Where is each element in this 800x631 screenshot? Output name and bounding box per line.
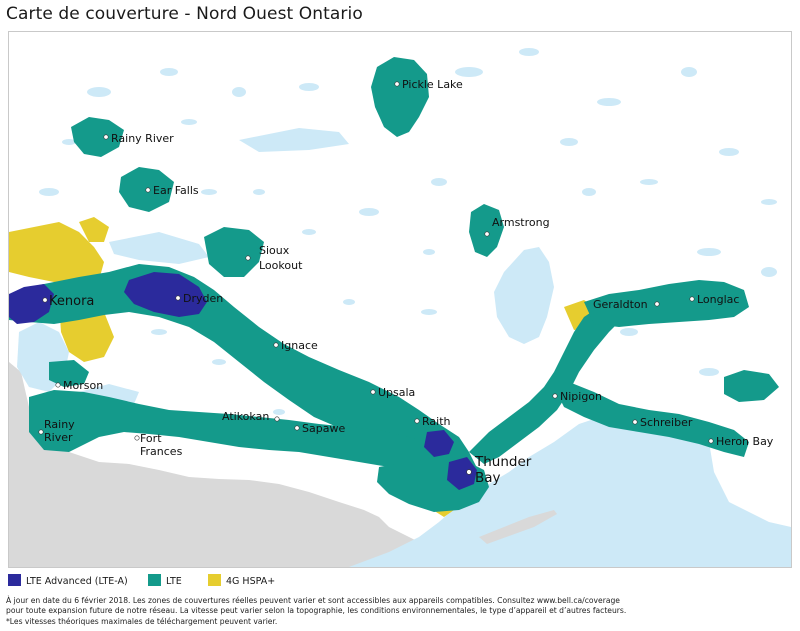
- label-pickle-lake: Pickle Lake: [402, 78, 463, 91]
- label-fort-frances: Fort Frances: [140, 432, 183, 458]
- legend-swatch-hspa: [208, 574, 221, 586]
- label-thunder-bay: Thunder Bay: [474, 454, 532, 486]
- label-schreiber: Schreiber: [640, 416, 693, 429]
- label-longlac: Longlac: [697, 293, 739, 306]
- label-atikokan: Atikokan: [222, 410, 269, 423]
- label-heron-bay: Heron Bay: [716, 435, 774, 448]
- footnote-line-3: *Les vitesses théoriques maximales de té…: [6, 616, 278, 626]
- label-nipigon: Nipigon: [560, 390, 602, 403]
- marker-sapawe: [294, 425, 300, 431]
- label-kenora: Kenora: [49, 294, 94, 309]
- lake-st-joseph: [239, 128, 349, 152]
- label-thunder-bay-line: Thunder: [474, 454, 532, 470]
- label-sapawe: Sapawe: [302, 422, 345, 435]
- label-upsala: Upsala: [378, 386, 415, 399]
- label-dryden: Dryden: [183, 292, 223, 305]
- coverage-lte: [9, 57, 779, 512]
- marker-heron-bay: [708, 438, 714, 444]
- label-rainy-river-south: Rainy River: [44, 418, 75, 444]
- marker-rainy-river-north: [103, 134, 109, 140]
- footnote: À jour en date du 6 février 2018. Les zo…: [6, 596, 796, 627]
- footnote-line-2: pour toute expansion future de notre rés…: [6, 606, 627, 616]
- label-armstrong: Armstrong: [492, 216, 550, 229]
- marker-geraldton: [654, 301, 660, 307]
- map-canvas: Pickle Lake Rainy River Ear Falls Sioux …: [9, 32, 791, 567]
- marker-kenora: [42, 297, 48, 303]
- marker-sioux-lookout: [245, 255, 251, 261]
- marker-pickle-lake: [394, 81, 400, 87]
- city-markers: [38, 81, 714, 475]
- marker-ignace: [273, 342, 279, 348]
- marker-fort-frances: [134, 435, 140, 441]
- marker-upsala: [370, 389, 376, 395]
- legend-swatch-lte: [148, 574, 161, 586]
- outside-region: [9, 362, 469, 567]
- small-lakes: [39, 48, 777, 415]
- footnote-line-1: À jour en date du 6 février 2018. Les zo…: [6, 596, 620, 605]
- lake-superior: [349, 414, 791, 567]
- label-fort-frances-line: Frances: [140, 445, 183, 458]
- label-sioux: Sioux: [259, 244, 290, 257]
- lake-nipigon: [494, 247, 554, 344]
- marker-armstrong: [484, 231, 490, 237]
- marker-schreiber: [632, 419, 638, 425]
- label-morson: Morson: [63, 379, 103, 392]
- legend-label-lte-advanced: LTE Advanced (LTE-A): [26, 576, 128, 587]
- marker-rainy-river: [38, 429, 44, 435]
- marker-nipigon: [552, 393, 558, 399]
- legend-label-hspa: 4G HSPA+: [226, 576, 276, 587]
- label-rainy-river-south-line: River: [44, 431, 73, 444]
- marker-atikokan: [274, 416, 280, 422]
- label-rainy-river-north: Rainy River: [111, 132, 174, 145]
- label-ignace: Ignace: [281, 339, 318, 352]
- marker-raith: [414, 418, 420, 424]
- coverage-map[interactable]: Pickle Lake Rainy River Ear Falls Sioux …: [8, 31, 792, 568]
- label-sioux-line2: Lookout: [259, 259, 303, 272]
- label-ear-falls: Ear Falls: [153, 184, 199, 197]
- legend-label-lte: LTE: [166, 576, 182, 587]
- isle-royale: [479, 510, 557, 544]
- legend-item-hspa: 4G HSPA+: [208, 574, 275, 587]
- page-title: Carte de couverture - Nord Ouest Ontario: [6, 4, 363, 24]
- marker-ear-falls: [145, 187, 151, 193]
- legend-item-lte: LTE: [148, 574, 182, 587]
- coverage-lte-advanced: [9, 272, 477, 490]
- legend-swatch-lte-advanced: [8, 574, 21, 586]
- label-rainy-river-south-line: Rainy: [44, 418, 75, 431]
- label-fort-frances-line: Fort: [140, 432, 162, 445]
- label-thunder-bay-line: Bay: [475, 470, 501, 486]
- marker-morson: [55, 382, 61, 388]
- lac-seul: [109, 232, 209, 264]
- marker-longlac: [689, 296, 695, 302]
- legend-item-lte-advanced: LTE Advanced (LTE-A): [8, 574, 128, 587]
- marker-thunder-bay: [466, 469, 472, 475]
- label-geraldton: Geraldton: [593, 298, 648, 311]
- label-raith: Raith: [422, 415, 451, 428]
- marker-dryden: [175, 295, 181, 301]
